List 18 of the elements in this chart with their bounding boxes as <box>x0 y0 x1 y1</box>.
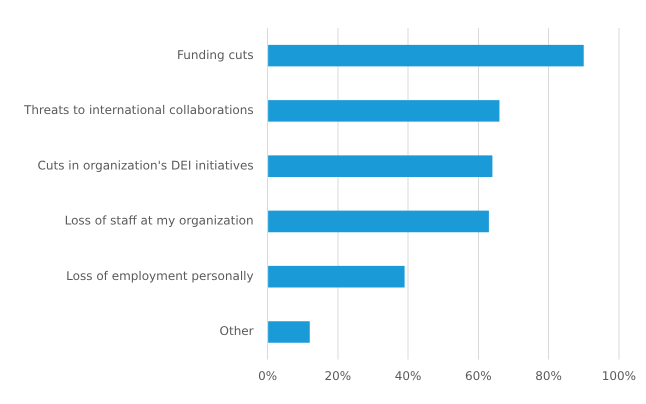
bar <box>268 210 489 232</box>
x-tick-label: 40% <box>394 368 422 383</box>
x-tick-label: 0% <box>258 368 278 383</box>
bar <box>268 100 500 122</box>
y-tick-label: Other <box>220 324 254 338</box>
bar <box>268 44 584 66</box>
x-tick-label: 60% <box>465 368 492 383</box>
x-tick-label: 80% <box>535 368 562 383</box>
x-tick-label: 100% <box>602 368 636 383</box>
y-tick-label: Loss of employment personally <box>66 268 254 283</box>
bar <box>268 266 405 288</box>
x-tick-label: 20% <box>324 368 352 383</box>
y-tick-label: Threats to international collaborations <box>22 103 254 118</box>
y-tick-label: Loss of staff at my organization <box>64 214 254 228</box>
y-tick-label: Cuts in organization's DEI initiatives <box>38 158 254 172</box>
bar <box>268 155 492 177</box>
y-tick-label: Funding cuts <box>177 48 254 62</box>
bar <box>268 321 310 343</box>
